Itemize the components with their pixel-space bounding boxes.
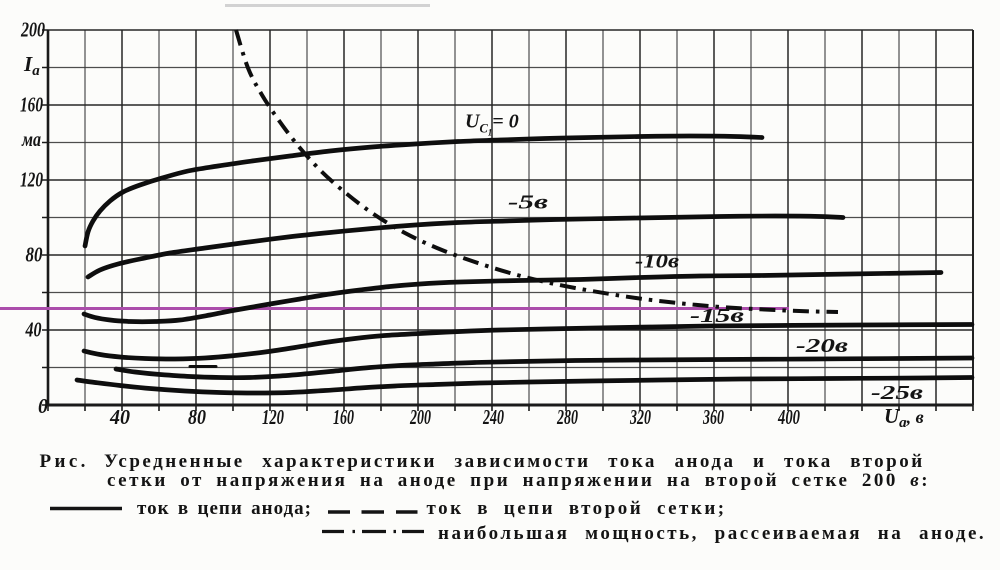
svg-text:UC1= 0: UC1= 0 [465, 111, 519, 138]
svg-text:Ua, в: Ua, в [884, 404, 924, 431]
svg-text:-15в: -15в [690, 305, 744, 327]
svg-text:160: 160 [20, 93, 43, 117]
svg-text:200: 200 [409, 405, 431, 429]
svg-text:0: 0 [38, 394, 48, 418]
svg-text:400: 400 [777, 405, 800, 429]
svg-text:-20в: -20в [796, 335, 848, 357]
svg-text:80: 80 [26, 243, 43, 267]
svg-text:-5в: -5в [508, 192, 548, 214]
svg-text:160: 160 [333, 405, 354, 429]
svg-text:200: 200 [20, 18, 45, 42]
svg-text:ма: ма [21, 127, 41, 151]
svg-text:40: 40 [25, 318, 42, 342]
svg-text:320: 320 [629, 405, 651, 429]
svg-text:-25в: -25в [871, 382, 923, 404]
svg-text:120: 120 [20, 168, 43, 192]
svg-text:40: 40 [109, 405, 130, 429]
svg-text:80: 80 [188, 405, 206, 429]
svg-text:120: 120 [262, 405, 284, 429]
svg-text:240: 240 [482, 405, 504, 429]
svg-text:-10в: -10в [635, 251, 679, 273]
svg-text:Ia: Ia [23, 52, 40, 79]
svg-text:360: 360 [702, 405, 724, 429]
svg-text:280: 280 [556, 405, 578, 429]
